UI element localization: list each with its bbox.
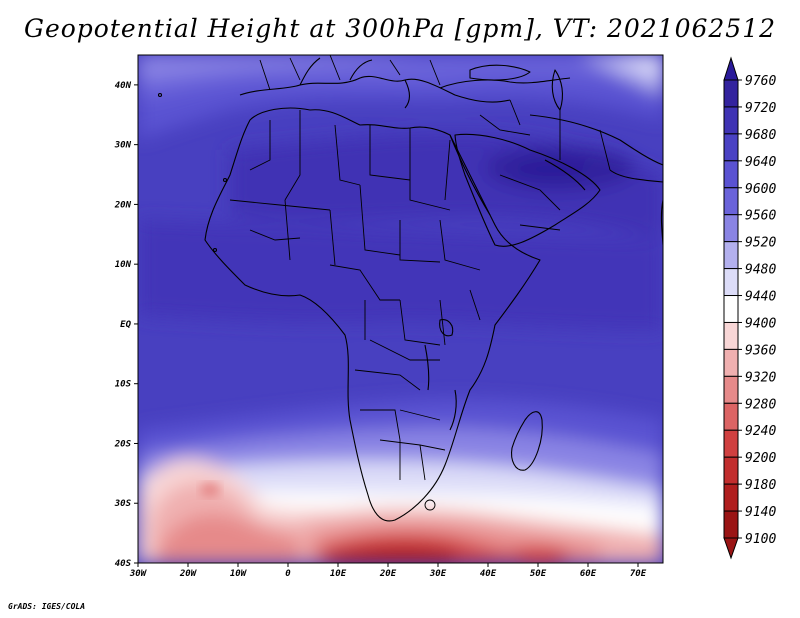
lon-tick-label: 60E — [580, 569, 597, 579]
lat-tick-label: 20S — [114, 439, 132, 449]
colorbar-label: 9600 — [745, 182, 776, 197]
country-borders — [229, 55, 611, 511]
lat-tick-label: 40S — [115, 559, 132, 569]
colorbar-swatch — [723, 348, 739, 377]
chart-title: Geopotential Height at 300hPa [gpm], VT:… — [23, 14, 777, 43]
colorbar-label: 9680 — [745, 128, 776, 143]
colorbar-label: 9240 — [745, 424, 776, 439]
lat-tick-label: 30S — [114, 499, 132, 509]
colorbar-label: 9360 — [745, 343, 776, 358]
colorbar-top-arrow — [723, 56, 739, 81]
colorbar-bottom-arrow — [723, 537, 739, 560]
colorbar-swatch — [723, 160, 739, 189]
colorbar-label: 9400 — [745, 316, 776, 331]
lat-tick-label: 10S — [115, 380, 132, 390]
lon-tick-label: 70E — [630, 569, 647, 579]
lon-tick-label: 30W — [129, 569, 148, 579]
colorbar-label: 9520 — [745, 236, 776, 251]
colorbar-label: 9760 — [745, 74, 776, 89]
lon-tick-label: 0 — [285, 569, 291, 579]
lat-tick-label: 20N — [114, 200, 132, 210]
colorbar-swatch — [723, 79, 739, 108]
lat-tick-label: 10N — [115, 260, 132, 270]
lon-tick-label: 40E — [480, 569, 497, 579]
colorbar-label: 9180 — [745, 478, 776, 493]
colorbar-label: 9440 — [745, 290, 776, 305]
colorbar-swatch — [723, 214, 739, 243]
colorbar-swatch — [723, 375, 739, 404]
colorbar-swatch — [723, 268, 739, 297]
colorbar: 9760 9720 9680 9640 9600 9560 9520 9480 9440 9400… — [723, 56, 776, 560]
colorbar-swatch — [723, 187, 739, 216]
colorbar-swatch — [723, 321, 739, 350]
colorbar-label: 9320 — [745, 370, 776, 385]
lon-tick-label: 10W — [230, 569, 248, 579]
coastlines — [157, 57, 663, 522]
colorbar-swatch — [723, 241, 739, 270]
colorbar-label: 9720 — [745, 101, 776, 116]
latitude-axis: 40N 30N 20N 10N EQ 10S 20S 30S 40S — [114, 81, 138, 569]
map-frame — [137, 54, 664, 564]
colorbar-label: 9200 — [745, 451, 776, 466]
colorbar-label: 9480 — [745, 263, 776, 278]
colorbar-swatch — [723, 133, 739, 162]
height-field — [138, 55, 663, 563]
colorbar-label: 9640 — [745, 155, 776, 170]
colorbar-label: 9280 — [745, 397, 776, 412]
grads-credit: GrADS: IGES/COLA — [8, 602, 86, 611]
colorbar-swatch — [723, 429, 739, 458]
colorbar-swatch — [723, 483, 739, 512]
colorbar-swatch — [723, 106, 739, 135]
colorbar-swatch — [723, 456, 739, 485]
lon-tick-label: 30E — [429, 569, 447, 579]
lat-tick-label: 40N — [115, 81, 132, 91]
colorbar-label: 9560 — [745, 209, 776, 224]
lon-tick-label: 20W — [179, 569, 198, 579]
colorbar-label: 9100 — [745, 532, 776, 547]
colorbar-swatch — [723, 402, 739, 431]
longitude-axis: 30W 20W 10W 0 10E 20E 30E 40E 50E 60E 70E — [129, 563, 647, 579]
lat-tick-label: 30N — [114, 141, 132, 151]
lon-tick-label: 50E — [530, 569, 547, 579]
colorbar-swatch — [723, 295, 739, 323]
colorbar-label: 9140 — [745, 505, 776, 520]
lon-tick-label: 20E — [379, 569, 397, 579]
colorbar-swatch — [723, 510, 739, 539]
lon-tick-label: 10E — [330, 569, 347, 579]
lat-tick-label: EQ — [120, 320, 131, 330]
